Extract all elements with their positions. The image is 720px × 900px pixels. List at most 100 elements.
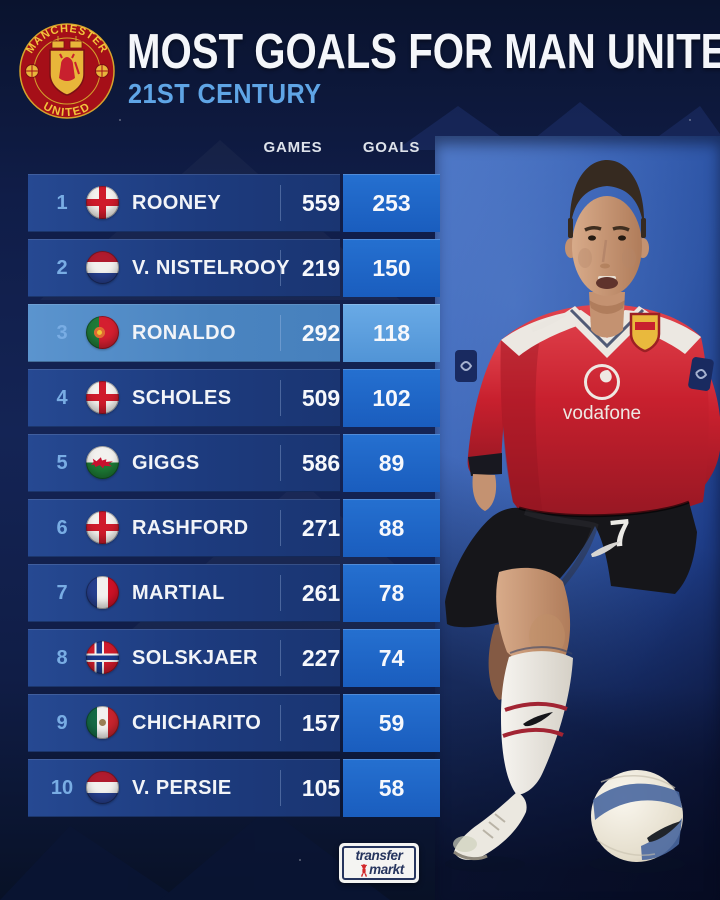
table-row: 5 GIGGS 586 89 [0, 434, 720, 492]
row-bar: 6 RASHFORD 271 [28, 499, 340, 557]
player-name: CHICHARITO [132, 712, 262, 734]
nike-swoosh-shorts-icon [591, 541, 621, 557]
shorts-number-text: 7 [608, 512, 633, 556]
row-bar: 1 ROONEY 559 [28, 174, 340, 232]
row-bar: 5 GIGGS 586 [28, 434, 340, 492]
games-value: 261 [301, 580, 341, 606]
goals-value: 78 [343, 564, 440, 622]
player-name: ROONEY [132, 192, 222, 214]
nike-swoosh-sock-icon [523, 712, 553, 727]
row-bar: 9 CHICHARITO 157 [28, 694, 340, 752]
wales-flag-icon [86, 446, 119, 479]
games-value: 292 [301, 320, 341, 346]
portugal-flag-icon [86, 316, 119, 349]
goals-value: 118 [343, 304, 440, 362]
norway-flag-icon [86, 641, 119, 674]
games-value: 271 [301, 515, 341, 541]
rank-value: 1 [56, 192, 68, 214]
rank-value: 7 [56, 582, 68, 604]
row-bar: 7 MARTIAL 261 [28, 564, 340, 622]
row-bar: 8 SOLSKJAER 227 [28, 629, 340, 687]
table-row: 8 SOLSKJAER 227 74 [0, 629, 720, 687]
goals-value: 253 [343, 174, 440, 232]
games-value: 586 [301, 450, 341, 476]
goals-value: 58 [343, 759, 440, 817]
player-name: RASHFORD [132, 517, 249, 539]
player-name: V. PERSIE [132, 777, 232, 799]
goals-value: 150 [343, 239, 440, 297]
rank-value: 2 [56, 257, 68, 279]
league-sleeve-badge-icon [455, 350, 477, 382]
table-row: 6 RASHFORD 271 88 [0, 499, 720, 557]
games-value: 157 [301, 710, 341, 736]
goals-value: 88 [343, 499, 440, 557]
player-front-leg [453, 567, 573, 861]
player-photo-illustration: vodafone [445, 160, 720, 873]
svg-text:UNITED: UNITED [41, 101, 93, 120]
rank-value: 5 [56, 452, 68, 474]
row-bar: 4 SCHOLES 509 [28, 369, 340, 427]
nike-swoosh-ball-icon [647, 821, 681, 842]
shirt-sponsor-text: vodafone [563, 403, 641, 424]
goals-value: 102 [343, 369, 440, 427]
league-sleeve-badge-icon [688, 357, 714, 391]
games-value: 105 [301, 775, 341, 801]
ball-shadow [589, 855, 685, 873]
page-title: MOST GOALS FOR MAN UNITED [127, 25, 720, 79]
rank-value: 8 [56, 647, 68, 669]
boot [453, 792, 527, 861]
table-row: 4 SCHOLES 509 102 [0, 369, 720, 427]
player-name: MARTIAL [132, 582, 225, 604]
rank-value: 6 [56, 517, 68, 539]
england-flag-icon [86, 186, 119, 219]
player-name: GIGGS [132, 452, 200, 474]
games-value: 559 [301, 190, 341, 216]
table-row: 1 ROONEY 559 253 [0, 174, 720, 232]
france-flag-icon [86, 576, 119, 609]
crest-bottom-text: UNITED [41, 101, 91, 120]
transfermarkt-logo: transfer markt [339, 843, 419, 883]
nike-swoosh-shirt-icon [531, 315, 567, 332]
table-row-highlighted: 3 RONALDO 292 118 [0, 304, 720, 362]
brand-text-bottom: markt [369, 862, 404, 877]
table-row: 9 CHICHARITO 157 59 [0, 694, 720, 752]
mexico-flag-icon [86, 706, 119, 739]
red-devil-icon [59, 53, 80, 81]
england-flag-icon [86, 381, 119, 414]
player-name: RONALDO [132, 322, 236, 344]
player-shirt: vodafone [455, 304, 714, 518]
table-row: 10 V. PERSIE 105 58 [0, 759, 720, 817]
player-head [565, 160, 649, 338]
england-flag-icon [86, 511, 119, 544]
rank-value: 10 [50, 777, 74, 799]
brand-text-top: transfer [355, 847, 403, 863]
transfermarkt-devil-icon [360, 863, 368, 877]
row-bar: 2 V. NISTELROOY 219 [28, 239, 340, 297]
table-row: 7 MARTIAL 261 78 [0, 564, 720, 622]
rank-value: 4 [56, 387, 68, 409]
player-name: SOLSKJAER [132, 647, 258, 669]
page-subtitle: 21ST CENTURY [128, 78, 322, 109]
hair [569, 160, 645, 230]
goals-value: 74 [343, 629, 440, 687]
column-header-goals: GOALS [362, 139, 421, 156]
player-name: V. NISTELROOY [132, 257, 290, 279]
club-crest-patch-icon [629, 312, 661, 353]
goals-value: 59 [343, 694, 440, 752]
football [591, 770, 683, 862]
games-value: 509 [301, 385, 341, 411]
games-value: 227 [301, 645, 341, 671]
player-name: SCHOLES [132, 387, 232, 409]
table-row: 2 V. NISTELROOY 219 150 [0, 239, 720, 297]
boot-shadow [445, 856, 525, 872]
games-value: 219 [301, 255, 341, 281]
netherlands-flag-icon [86, 251, 119, 284]
column-header-games: GAMES [263, 139, 323, 156]
goals-value: 89 [343, 434, 440, 492]
netherlands-flag-icon [86, 771, 119, 804]
manchester-united-crest: MANCHESTER UNITED [19, 23, 115, 120]
rank-value: 3 [56, 322, 68, 344]
vodafone-logo-icon [584, 364, 620, 400]
row-bar: 3 RONALDO 292 [28, 304, 340, 362]
